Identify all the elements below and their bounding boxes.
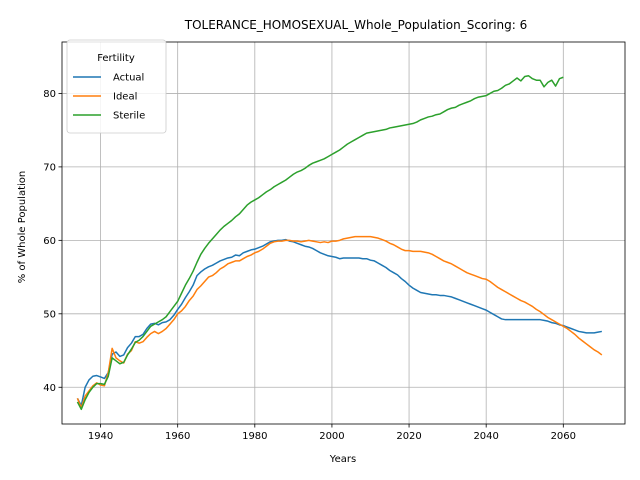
series-line-ideal — [76, 235, 603, 409]
y-tick-label: 40 — [43, 383, 56, 394]
x-tick-label: 2000 — [319, 431, 344, 442]
legend-entries: Actual Ideal Sterile — [73, 73, 145, 122]
x-axis-ticks: 1940 1960 1980 2000 2020 2040 2060 — [88, 424, 576, 442]
legend-entry-ideal: Ideal — [113, 92, 137, 103]
legend-box — [66, 39, 167, 134]
y-tick-label: 80 — [43, 89, 56, 100]
legend-entry-actual: Actual — [113, 73, 144, 84]
series-line-sterile — [76, 75, 564, 411]
x-tick-label: 2020 — [396, 431, 421, 442]
y-tick-label: 70 — [43, 162, 56, 173]
series-layer — [76, 75, 603, 411]
axes-frame — [61, 41, 626, 425]
x-tick-label: 2060 — [551, 431, 576, 442]
y-axis-ticks: 40 50 60 70 80 — [43, 89, 62, 394]
y-axis-label: % of Whole Population — [17, 171, 28, 284]
x-tick-label: 2040 — [473, 431, 498, 442]
y-tick-label: 50 — [43, 309, 56, 320]
x-tick-label: 1940 — [88, 431, 113, 442]
y-tick-label: 60 — [43, 236, 56, 247]
x-tick-label: 1960 — [165, 431, 190, 442]
legend: Fertility Actual Ideal Sterile — [66, 39, 167, 134]
x-axis-label: Years — [329, 454, 356, 465]
grid — [62, 42, 625, 424]
x-tick-label: 1980 — [242, 431, 267, 442]
legend-entry-sterile: Sterile — [113, 111, 145, 122]
legend-title: Fertility — [97, 53, 135, 64]
chart-title: TOLERANCE_HOMOSEXUAL_Whole_Population_Sc… — [184, 18, 528, 32]
series-line-actual — [76, 238, 602, 407]
